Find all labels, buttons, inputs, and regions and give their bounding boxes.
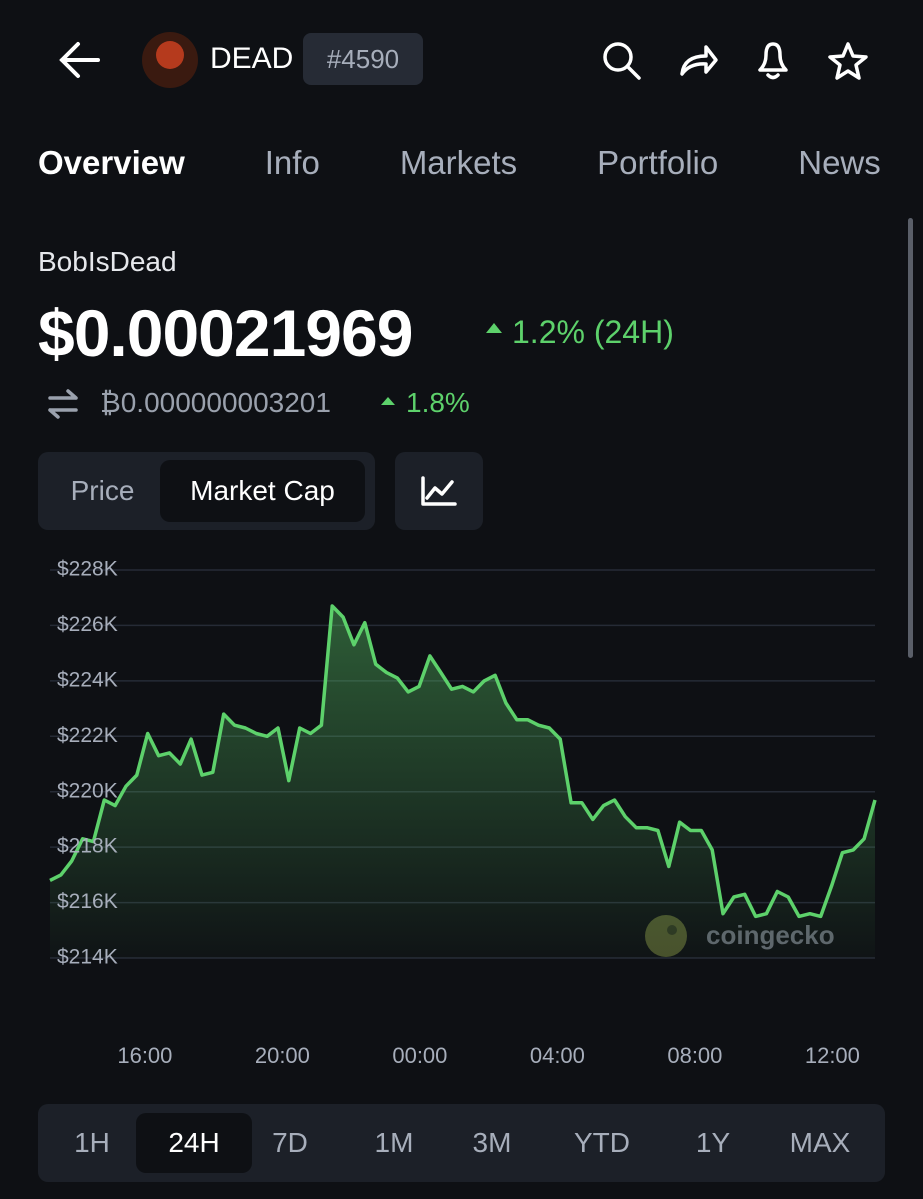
range-option[interactable]: 24H bbox=[136, 1113, 252, 1173]
x-tick-label: 08:00 bbox=[667, 1043, 722, 1068]
y-tick-label: $224K bbox=[57, 668, 118, 691]
swap-icon bbox=[48, 389, 78, 419]
tab[interactable]: Info bbox=[264, 144, 320, 181]
range-option[interactable]: MAX bbox=[789, 1127, 851, 1158]
range-option[interactable]: 3M bbox=[472, 1127, 512, 1158]
coin-name: BobIsDead bbox=[38, 246, 177, 277]
chart-style-button[interactable] bbox=[395, 452, 483, 530]
range-option[interactable]: 1Y bbox=[695, 1127, 731, 1158]
favorite-icon[interactable] bbox=[828, 42, 868, 80]
x-tick-label: 20:00 bbox=[255, 1043, 310, 1068]
y-tick-label: $226K bbox=[57, 613, 118, 636]
y-tick-label: $228K bbox=[57, 558, 118, 581]
share-icon[interactable] bbox=[680, 45, 718, 76]
rank-badge: #4590 bbox=[303, 33, 423, 85]
btc-price: ₿0.000000003201 bbox=[100, 387, 331, 418]
range-option[interactable]: 1M bbox=[374, 1127, 414, 1158]
top-bar bbox=[59, 32, 868, 88]
tab[interactable]: Overview bbox=[38, 144, 185, 181]
range-selector: 1H 24H 7D 1M 3M YTD 1Y MAX bbox=[38, 1104, 885, 1182]
x-tick-label: 00:00 bbox=[392, 1043, 447, 1068]
x-tick-label: 12:00 bbox=[805, 1043, 860, 1068]
y-tick-label: $218K bbox=[57, 835, 118, 858]
search-icon[interactable] bbox=[603, 42, 641, 80]
scrollbar bbox=[908, 218, 913, 658]
alert-icon[interactable] bbox=[758, 42, 788, 80]
chart: coingecko $214K$216K$218K$220K$222K$224K… bbox=[49, 558, 877, 1068]
y-tick-label: $222K bbox=[57, 724, 118, 747]
area bbox=[50, 606, 875, 958]
y-tick-label: $214K bbox=[57, 946, 118, 969]
x-tick-label: 16:00 bbox=[117, 1043, 172, 1068]
range-option[interactable]: YTD bbox=[574, 1127, 630, 1158]
back-button[interactable] bbox=[59, 42, 100, 78]
up-arrow bbox=[381, 397, 395, 405]
toggle-option[interactable]: Price bbox=[70, 475, 135, 506]
coin-logo-art bbox=[156, 41, 184, 69]
toggle-option[interactable]: Market Cap bbox=[160, 460, 365, 522]
range-option[interactable]: 7D bbox=[272, 1127, 308, 1158]
tabs: Overview Info Markets Portfolio News bbox=[38, 144, 923, 182]
btc-change: 1.8% bbox=[406, 387, 470, 418]
price-line bbox=[49, 604, 877, 919]
y-tick-label: $216K bbox=[57, 890, 118, 913]
price: $0.00021969 bbox=[38, 296, 413, 370]
ticker: DEAD bbox=[210, 42, 294, 75]
y-tick-label: $220K bbox=[57, 779, 118, 802]
up-arrow bbox=[486, 323, 502, 333]
x-tick-label: 04:00 bbox=[530, 1043, 585, 1068]
range-option[interactable]: 1H bbox=[74, 1127, 110, 1158]
tab[interactable]: News bbox=[798, 144, 881, 181]
chart-toggle: Price Market Cap bbox=[38, 452, 375, 530]
tab[interactable]: Portfolio bbox=[597, 144, 719, 181]
price-change: 1.2% (24H) bbox=[512, 314, 674, 350]
tab[interactable]: Markets bbox=[399, 144, 518, 181]
